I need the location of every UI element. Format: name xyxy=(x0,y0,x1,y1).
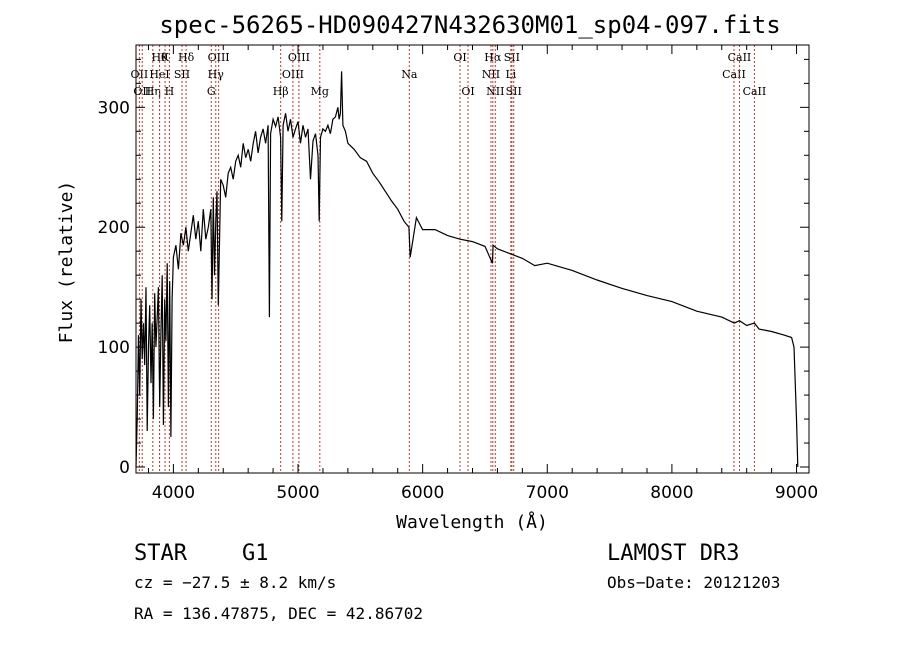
line-marker-label: Mg xyxy=(311,85,329,98)
line-marker-label: NII xyxy=(482,68,500,81)
line-marker-label: K xyxy=(161,51,170,64)
line-marker-label: Hγ xyxy=(208,68,225,81)
redshift-cz: cz = −27.5 ± 8.2 km/s xyxy=(134,573,336,592)
line-marker-label: HeI xyxy=(149,68,169,81)
ra-dec: RA = 136.47875, DEC = 42.86702 xyxy=(134,604,423,623)
line-marker-label: CaII xyxy=(722,68,746,81)
line-marker-label: Hη xyxy=(145,85,161,98)
survey-name: LAMOST DR3 xyxy=(607,541,739,566)
line-marker-label: Hα xyxy=(484,51,502,64)
x-tick-label: 9000 xyxy=(775,483,818,503)
line-marker-label: OI xyxy=(453,51,466,64)
line-marker-label: OIII xyxy=(208,51,230,64)
plot-frame xyxy=(135,44,810,474)
line-marker-label: CaII xyxy=(743,85,767,98)
line-marker-label: OII xyxy=(133,85,151,98)
line-marker-label: NII xyxy=(486,85,504,98)
spectral-subclass: G1 xyxy=(242,541,269,566)
y-tick-label: 100 xyxy=(98,338,130,358)
x-tick-label: 6000 xyxy=(401,483,444,503)
x-tick-label: 8000 xyxy=(650,483,693,503)
line-marker-label: SII xyxy=(504,51,520,64)
line-marker-label: OIII xyxy=(282,68,304,81)
x-tick-label: 4000 xyxy=(152,483,195,503)
line-marker-label: OII xyxy=(131,68,149,81)
line-marker-label: Na xyxy=(401,68,418,81)
x-axis-label: Wavelength (Å) xyxy=(396,511,548,533)
line-marker-label: H xyxy=(165,85,175,98)
y-axis-label: Flux (relative) xyxy=(56,181,77,344)
obs-date: Obs−Date: 20121203 xyxy=(607,573,780,592)
line-marker-label: G xyxy=(207,85,216,98)
x-tick-label: 7000 xyxy=(526,483,569,503)
line-marker-label: SII xyxy=(174,68,190,81)
line-marker-label: Hβ xyxy=(273,85,289,98)
line-marker-label: OI xyxy=(461,85,474,98)
line-marker-label: SII xyxy=(506,85,522,98)
y-tick-label: 200 xyxy=(98,218,130,238)
line-markers: OIIOIIHηHθHeIKHSIIHδGHγOIIIHβOIIIOIIIMgN… xyxy=(131,45,767,473)
x-axis-ticks: 4000 5000 6000 7000 8000 9000 xyxy=(147,45,818,503)
series-group xyxy=(135,71,799,468)
y-axis-ticks: 0 100 200 300 xyxy=(98,58,809,478)
series-line-flux xyxy=(135,71,799,468)
line-marker-label: Li xyxy=(505,68,516,81)
line-marker-label: Hδ xyxy=(178,51,195,64)
spectral-class: STAR xyxy=(134,541,188,566)
x-tick-label: 5000 xyxy=(276,483,319,503)
y-tick-label: 300 xyxy=(98,98,130,118)
y-tick-label: 0 xyxy=(119,458,130,478)
line-marker-label: OIII xyxy=(288,51,310,64)
line-marker-label: CaII xyxy=(728,51,752,64)
chart-title: spec-56265-HD090427N432630M01_sp04-097.f… xyxy=(159,11,780,39)
